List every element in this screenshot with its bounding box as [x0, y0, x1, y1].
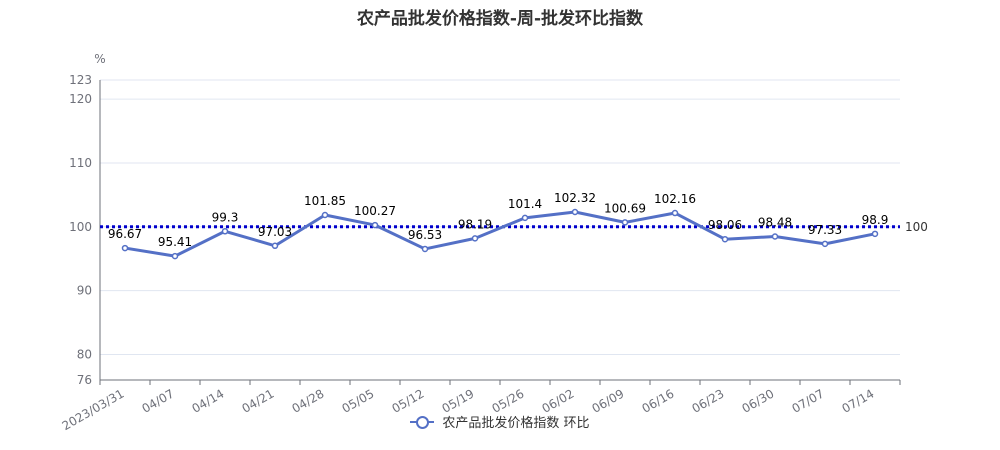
data-point[interactable] [171, 252, 179, 260]
data-label: 101.4 [508, 197, 542, 211]
y-axis-unit-label: % [94, 52, 105, 66]
data-label: 96.67 [108, 227, 142, 241]
data-point[interactable] [671, 209, 679, 217]
data-label: 98.48 [758, 216, 792, 230]
data-point[interactable] [571, 208, 579, 216]
data-point[interactable] [721, 235, 729, 243]
data-point[interactable] [621, 219, 629, 226]
data-label: 100.27 [354, 204, 396, 218]
data-label: 98.19 [458, 217, 492, 231]
y-tick-label: 123 [69, 73, 92, 87]
legend-swatch [410, 415, 435, 429]
data-label: 99.3 [212, 210, 239, 224]
data-point[interactable] [821, 240, 829, 248]
data-label: 95.41 [158, 235, 192, 249]
y-tick-label: 100 [69, 220, 92, 234]
chart-legend[interactable]: 农产品批发价格指数 环比 [0, 412, 1000, 431]
data-label: 96.53 [408, 228, 442, 242]
data-point[interactable] [321, 211, 329, 219]
data-point[interactable] [471, 235, 479, 242]
y-tick-label: 80 [77, 347, 92, 361]
y-tick-label: 76 [77, 373, 92, 387]
reference-line-label: 100 [905, 220, 928, 234]
data-point[interactable] [371, 221, 379, 229]
data-point[interactable] [521, 214, 529, 222]
data-label: 102.16 [654, 192, 696, 206]
data-point[interactable] [121, 244, 129, 252]
series-line [124, 210, 876, 258]
data-label: 101.85 [304, 194, 346, 208]
data-label: 98.06 [708, 218, 742, 232]
y-tick-label: 120 [69, 92, 92, 106]
data-point[interactable] [771, 233, 779, 240]
data-label: 97.03 [258, 225, 292, 239]
data-point[interactable] [421, 245, 429, 253]
chart-title: 农产品批发价格指数-周-批发环比指数 [356, 9, 644, 29]
data-label: 98.9 [862, 213, 889, 227]
y-tick-label: 110 [69, 156, 92, 170]
data-point[interactable] [271, 242, 279, 250]
data-point[interactable] [871, 230, 879, 238]
data-label: 102.32 [554, 191, 596, 205]
data-label: 97.33 [808, 223, 842, 237]
data-point[interactable] [221, 228, 229, 235]
y-tick-label: 90 [77, 284, 92, 298]
data-label: 100.69 [604, 201, 646, 215]
legend-label: 农产品批发价格指数 环比 [442, 416, 590, 431]
